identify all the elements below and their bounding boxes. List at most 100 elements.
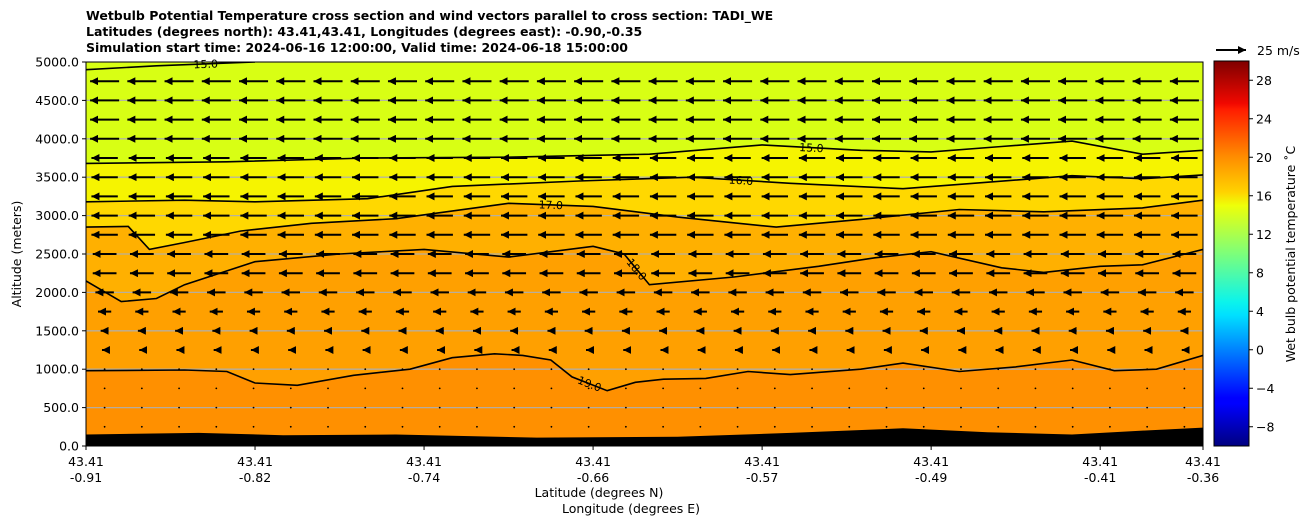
x-tick-label-lat: 43.41 <box>406 454 442 469</box>
wind-vector <box>103 406 106 409</box>
colorbar-tick-label: 0 <box>1256 342 1264 357</box>
wind-vector <box>1109 368 1111 371</box>
wind-vector <box>476 406 478 409</box>
wind-vector <box>364 368 367 371</box>
wind-vector <box>438 368 441 371</box>
x-tick-label-lat: 43.41 <box>1082 454 1118 469</box>
wind-vector <box>997 387 1000 390</box>
wind-vector <box>289 387 292 390</box>
wind-vector <box>438 425 441 428</box>
wind-vector <box>178 406 180 409</box>
wind-vector <box>550 368 553 371</box>
wind-vector <box>736 368 739 371</box>
x-axis-label-longitude: Longitude (degrees E) <box>562 501 700 516</box>
wind-vector <box>699 425 702 428</box>
y-tick-label: 2000.0 <box>35 285 79 300</box>
x-tick-label-lon: -0.36 <box>1187 470 1219 485</box>
colorbar-gradient <box>1213 60 1250 447</box>
wind-vector <box>327 368 329 371</box>
wind-vector <box>773 406 776 409</box>
wind-vector <box>773 387 776 390</box>
plot-area <box>86 62 1203 446</box>
wind-vector <box>662 406 665 409</box>
wind-vector <box>476 387 478 390</box>
wind-vector <box>811 387 813 390</box>
wind-vector <box>103 368 106 371</box>
wind-vector <box>848 368 851 371</box>
contour-line <box>86 352 1203 392</box>
x-tick-label-lon: -0.66 <box>577 470 609 485</box>
temperature-band <box>86 353 1203 446</box>
wind-vector <box>1109 406 1111 409</box>
wind-vector <box>811 406 813 409</box>
x-tick-label-lat: 43.41 <box>68 454 104 469</box>
x-tick-label-lat: 43.41 <box>913 454 949 469</box>
wind-vector <box>922 425 925 428</box>
wind-vector <box>140 387 143 390</box>
wind-vector <box>401 406 404 409</box>
colorbar-label: Wet bulb potential temperature ˚C <box>1283 145 1298 362</box>
wind-vector <box>960 425 962 428</box>
terrain <box>86 427 1203 446</box>
wind-vector <box>252 406 255 409</box>
wind-vector <box>997 406 1000 409</box>
x-tick-label-lon: -0.57 <box>746 470 778 485</box>
wind-vector <box>513 425 516 428</box>
wind-vector <box>550 406 553 409</box>
y-tick-label: 3000.0 <box>35 208 79 223</box>
wind-vector <box>178 425 180 428</box>
colorbar-tick-label: −8 <box>1256 419 1274 434</box>
wind-vector <box>289 406 292 409</box>
colorbar-tick-label: 16 <box>1256 188 1272 203</box>
wind-vector <box>922 368 925 371</box>
wind-vector <box>252 368 255 371</box>
wind-vector <box>1146 425 1149 428</box>
wind-vector <box>1071 387 1074 390</box>
wind-vector <box>960 406 962 409</box>
wind-vector <box>699 387 702 390</box>
contour-label: 16.0 <box>728 174 753 189</box>
colorbar-tick-label: 12 <box>1256 227 1272 242</box>
wind-vector <box>289 368 292 371</box>
y-tick-label: 4500.0 <box>35 93 79 108</box>
wind-vector <box>140 406 143 409</box>
colorbar-tick-label: −4 <box>1256 381 1274 396</box>
wind-vector <box>997 425 1000 428</box>
wind-vector <box>1146 406 1149 409</box>
wind-vector <box>215 425 218 428</box>
contour-label: 15.0 <box>193 57 218 71</box>
wind-vector <box>1071 368 1074 371</box>
wind-vector <box>773 368 776 371</box>
wind-vector <box>997 368 1000 371</box>
x-tick-label-lon: -0.91 <box>70 470 102 485</box>
wind-vector <box>513 406 516 409</box>
x-tick-label-lon: -0.41 <box>1084 470 1116 485</box>
title-line-2: Latitudes (degrees north): 43.41,43.41, … <box>86 24 642 39</box>
wind-vector <box>1109 387 1111 390</box>
wind-reference-label: 25 m/s <box>1257 43 1300 58</box>
wind-vector <box>178 387 180 390</box>
colorbar: −8 −4 0 4 8 12 16 20 24 28 Wet bulb potential tem… <box>1213 60 1298 447</box>
wind-vector <box>401 387 404 390</box>
wind-vector <box>885 387 888 390</box>
wind-vector <box>848 425 851 428</box>
wind-vector <box>252 387 255 390</box>
wind-vector <box>922 387 925 390</box>
wind-vector <box>773 425 776 428</box>
contour-line <box>86 199 1203 251</box>
wind-vector <box>289 425 292 428</box>
wind-vector <box>1109 425 1111 428</box>
wind-vector <box>513 368 516 371</box>
y-tick-label: 0.0 <box>59 439 79 454</box>
wind-vector <box>885 425 888 428</box>
wind-vector <box>1034 406 1037 409</box>
contour-line <box>86 245 1203 303</box>
colorbar-ticks: −8 −4 0 4 8 12 16 20 24 28 <box>1249 73 1274 434</box>
temperature-band <box>86 246 1203 391</box>
wind-vector <box>103 425 106 428</box>
wind-vector <box>587 387 590 390</box>
y-tick-label: 3500.0 <box>35 170 79 185</box>
wind-vector <box>364 387 367 390</box>
wind-vector <box>811 425 813 428</box>
